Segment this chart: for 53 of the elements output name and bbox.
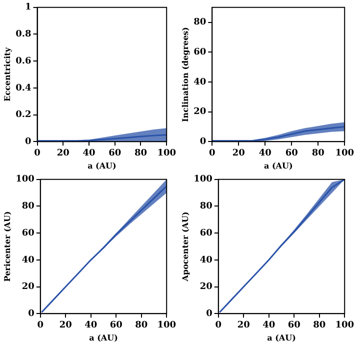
y-tick-label: 60	[200, 228, 212, 238]
y-tick-label: 100	[16, 174, 34, 185]
x-tick-label: 80	[313, 320, 326, 330]
x-tick-label: 40	[258, 148, 272, 158]
x-axis-title: a (AU)	[89, 332, 118, 342]
y-tick-label: 20	[200, 282, 212, 292]
y-tick-label: 0.8	[16, 30, 32, 40]
y-tick-label: 1	[24, 2, 32, 13]
x-tick-label: 40	[262, 320, 276, 330]
x-tick-label: 80	[134, 148, 148, 158]
y-tick-label: 20	[194, 107, 206, 118]
y-tick-label: 0	[206, 308, 212, 319]
y-axis-title: Apocenter (AU)	[180, 212, 190, 282]
x-axis-title: a (AU)	[88, 160, 117, 170]
x-tick-label: 60	[285, 148, 298, 158]
x-tick-label: 20	[59, 320, 72, 330]
x-tick-label: 40	[82, 148, 96, 158]
y-tick-label: 0	[200, 136, 206, 147]
y-tick-label: 80	[22, 202, 34, 212]
y-tick-label: 100	[194, 174, 212, 185]
x-tick-label: 60	[110, 320, 122, 330]
x-tick-label: 80	[312, 148, 324, 158]
y-tick-label: 0	[24, 136, 32, 147]
x-axis-title: a (AU)	[267, 332, 296, 342]
x-tick-label: 40	[84, 320, 98, 330]
y-tick-label: 40	[22, 255, 34, 266]
y-tick-label: 20	[22, 282, 34, 292]
x-tick-label: 100	[157, 148, 176, 158]
x-tick-label: 100	[335, 320, 354, 330]
y-axis-title: Pericenter (AU)	[2, 211, 12, 282]
x-tick-label: 100	[335, 148, 354, 158]
x-tick-label: 0	[215, 320, 222, 330]
y-tick-label: 0.4	[16, 83, 32, 94]
x-tick-label: 20	[56, 148, 70, 158]
x-tick-label: 60	[108, 148, 122, 158]
y-tick-label: 0	[28, 308, 34, 319]
y-tick-label: 80	[194, 18, 206, 28]
y-tick-label: 80	[200, 202, 212, 212]
y-axis-title: Inclination (degrees)	[180, 26, 190, 122]
x-tick-label: 80	[135, 320, 148, 330]
y-tick-label: 40	[200, 255, 212, 266]
x-axis-title: a (AU)	[264, 160, 293, 170]
y-tick-label: 40	[194, 77, 206, 88]
y-tick-label: 0.2	[16, 110, 32, 120]
x-tick-label: 20	[232, 148, 245, 158]
y-tick-label: 0.6	[16, 56, 32, 66]
x-tick-label: 0	[37, 320, 44, 330]
y-tick-label: 60	[22, 228, 34, 238]
y-tick-label: 60	[194, 47, 206, 58]
x-tick-label: 60	[288, 320, 300, 330]
y-axis-title: Eccentricity	[2, 47, 12, 102]
x-tick-label: 20	[237, 320, 250, 330]
x-tick-label: 100	[157, 320, 176, 330]
